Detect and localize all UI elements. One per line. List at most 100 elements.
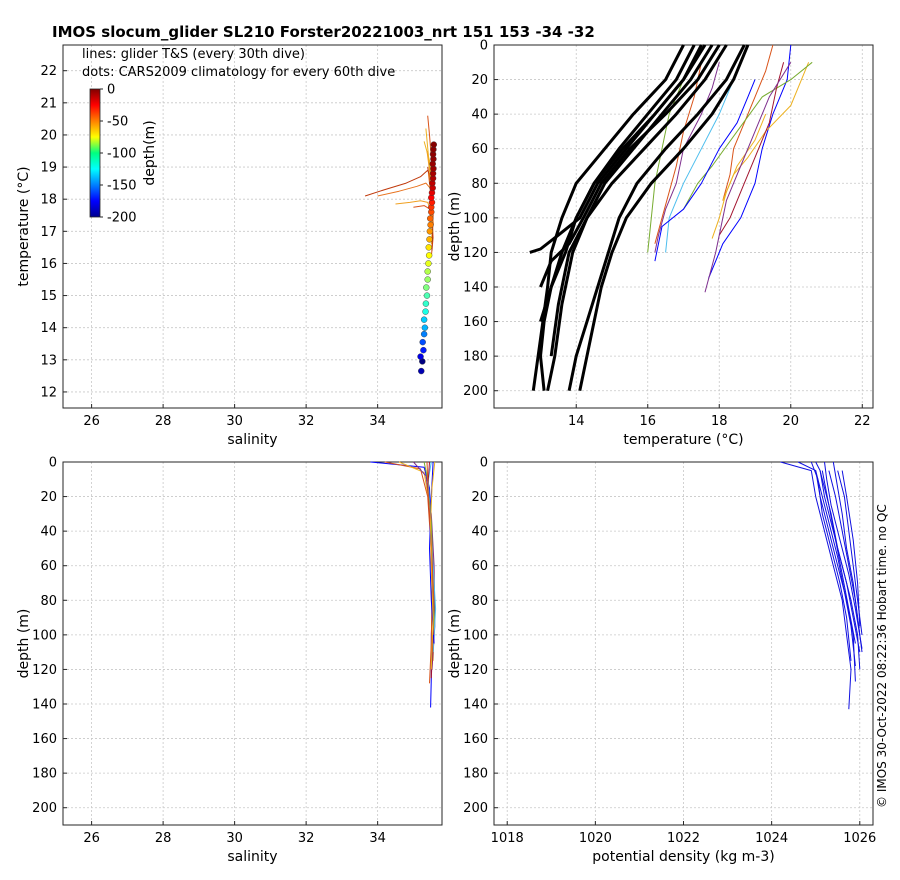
glider-salinity-profile [430, 461, 436, 670]
y-tick-label: 80 [471, 594, 488, 609]
x-axis-label: salinity [227, 849, 277, 865]
x-tick-label: 28 [155, 414, 172, 429]
y-tick-label: 180 [463, 767, 488, 782]
climatology-dot [419, 338, 426, 346]
climatology-temp-profile [546, 44, 714, 392]
colorbar-tick-label: -100 [107, 147, 137, 162]
glider-temp-profile [722, 44, 774, 201]
axes-frame [62, 461, 443, 826]
panel-temp_depth: 14 16 18 20 22 0 20 40 60 80 100 120 140 160 180 200 tem… [447, 39, 874, 448]
y-tick-label: 20 [471, 490, 488, 505]
colorbar: 0 -50 -100 -150 -200 depth(m) [89, 83, 158, 226]
axes-frame [493, 461, 874, 826]
y-tick-label: 22 [40, 64, 57, 79]
x-tick-label: 34 [369, 414, 386, 429]
glider-temp-profile [683, 61, 813, 210]
climatology-dot [417, 353, 424, 360]
y-tick-label: 80 [471, 177, 488, 192]
climatology-temp-profile [549, 44, 728, 357]
x-tick-label: 1020 [579, 831, 612, 846]
glider-density-profile [780, 461, 852, 710]
y-tick-label: 20 [40, 128, 57, 143]
x-tick-label: 14 [568, 414, 585, 429]
y-tick-label: 60 [471, 142, 488, 157]
x-tick-label: 18 [711, 414, 728, 429]
climatology-dot [425, 260, 432, 267]
glider-temp-profile [654, 62, 702, 244]
climatology-temp-profile [567, 44, 746, 392]
y-tick-label: 16 [40, 257, 57, 272]
climatology-dot [418, 367, 425, 375]
colorbar-tick-label: -50 [107, 115, 128, 130]
y-axis-label: depth (m) [16, 609, 32, 679]
glider-salinity-profile [384, 461, 433, 684]
glider-density-profile [837, 470, 863, 635]
y-axis-label: depth (m) [447, 192, 463, 262]
x-tick-label: 32 [298, 414, 315, 429]
grid [63, 45, 442, 408]
y-tick-label: 40 [471, 525, 488, 540]
figure-title: IMOS slocum_glider SL210 Forster20221003… [52, 23, 595, 41]
glider-density-profile [841, 470, 861, 627]
climatology-dot [420, 316, 428, 323]
y-tick-label: 18 [40, 193, 57, 208]
credit-text: © IMOS 30-Oct-2022 08:22:36 Hobart time.… [875, 504, 889, 808]
x-tick-label: 30 [226, 414, 243, 429]
panel-ts: 26 28 30 32 34 12 13 14 15 16 17 18 19 20 21 22 salinity… [16, 44, 443, 448]
y-tick-label: 160 [463, 732, 488, 747]
y-tick-label: 60 [471, 559, 488, 574]
climatology-dot [425, 244, 432, 251]
x-tick-label: 28 [155, 831, 172, 846]
y-tick-label: 180 [32, 767, 57, 782]
x-tick-label: 22 [854, 414, 871, 429]
y-tick-label: 19 [40, 161, 57, 176]
climatology-dot [420, 346, 427, 354]
glider-density-profile [824, 461, 863, 649]
y-tick-label: 100 [463, 628, 488, 643]
y-tick-label: 20 [471, 73, 488, 88]
colorbar-label: depth(m) [142, 120, 158, 185]
x-tick-label: 34 [369, 831, 386, 846]
y-tick-label: 60 [40, 559, 57, 574]
y-tick-label: 14 [40, 321, 57, 336]
x-tick-label: 1022 [667, 831, 700, 846]
y-tick-label: 21 [40, 96, 57, 111]
climatology-temp-profile [539, 44, 721, 288]
y-axis-label: depth (m) [447, 609, 463, 679]
colorbar-tick-label: -200 [107, 211, 137, 226]
glider-temp-profile [718, 62, 785, 236]
legend-note-lines: lines: glider T&S (every 30th dive) [82, 47, 305, 62]
legend-note-dots: dots: CARS2009 climatology for every 60t… [82, 65, 395, 80]
y-tick-label: 40 [40, 525, 57, 540]
colorbar-ramp [89, 88, 101, 218]
y-tick-label: 0 [49, 456, 57, 471]
x-tick-label: 1026 [843, 831, 876, 846]
x-tick-label: 32 [298, 831, 315, 846]
y-tick-label: 17 [40, 225, 57, 240]
y-axis-label: temperature (°C) [16, 166, 32, 286]
y-tick-label: 120 [463, 663, 488, 678]
y-tick-label: 80 [40, 594, 57, 609]
x-axis-label: temperature (°C) [623, 432, 743, 448]
climatology-dot [427, 221, 434, 229]
climatology-dot [427, 215, 434, 222]
y-tick-label: 12 [40, 385, 57, 400]
x-tick-label: 26 [83, 831, 100, 846]
y-tick-label: 140 [463, 698, 488, 713]
climatology-temp-profile [578, 44, 750, 392]
ts-glider-line [413, 205, 432, 222]
x-tick-label: 1024 [755, 831, 788, 846]
climatology-dot [423, 292, 431, 299]
y-tick-label: 160 [463, 315, 488, 330]
x-tick-label: 1018 [491, 831, 524, 846]
y-tick-label: 100 [32, 628, 57, 643]
climatology-temp-profile [539, 44, 703, 323]
y-tick-label: 140 [463, 281, 488, 296]
climatology-dot [426, 228, 434, 235]
y-tick-label: 20 [40, 490, 57, 505]
y-tick-label: 200 [32, 801, 57, 816]
y-tick-label: 40 [471, 108, 488, 123]
climatology-dot [426, 236, 433, 243]
x-tick-label: 30 [226, 831, 243, 846]
x-axis-label: salinity [227, 432, 277, 448]
